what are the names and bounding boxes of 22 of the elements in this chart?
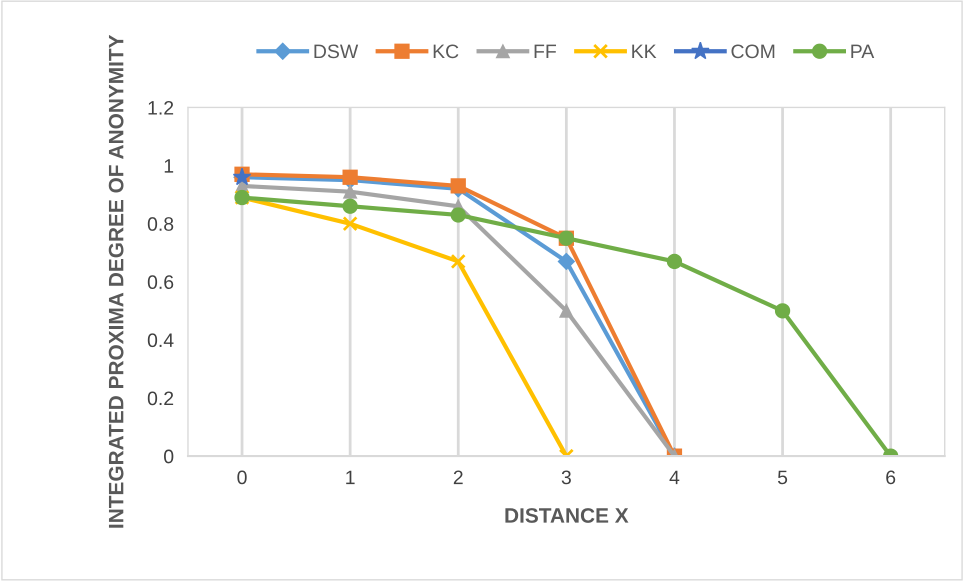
- y-tick-label: 1: [164, 159, 174, 173]
- legend-label: KK: [632, 44, 656, 58]
- x-tick-label: 2: [454, 470, 463, 484]
- x-tick-label: 5: [778, 470, 788, 484]
- x-axis-title: DISTANCE X: [505, 508, 628, 523]
- legend-label: PA: [851, 44, 874, 58]
- y-tick-label: 0.4: [148, 333, 174, 348]
- legend-label: COM: [731, 44, 774, 58]
- x-tick-label: 6: [886, 470, 896, 484]
- x-tick-label: 3: [562, 470, 571, 484]
- y-tick-label: 0.8: [148, 217, 174, 231]
- legend-label: DSW: [314, 44, 358, 58]
- x-tick-label: 1: [346, 470, 355, 484]
- y-tick-label: 0: [164, 450, 174, 464]
- x-tick-label: 0: [237, 470, 247, 484]
- y-tick-label: 0.2: [148, 391, 174, 406]
- x-tick-label: 4: [669, 470, 680, 484]
- y-axis-title: INTEGRATED PROXIMA DEGREE OF ANONYMITY: [108, 34, 124, 528]
- legend-label: FF: [534, 44, 556, 58]
- y-tick-label: 0.6: [148, 275, 174, 290]
- legend-label: KC: [434, 44, 458, 58]
- y-tick-label: 1.2: [148, 100, 174, 115]
